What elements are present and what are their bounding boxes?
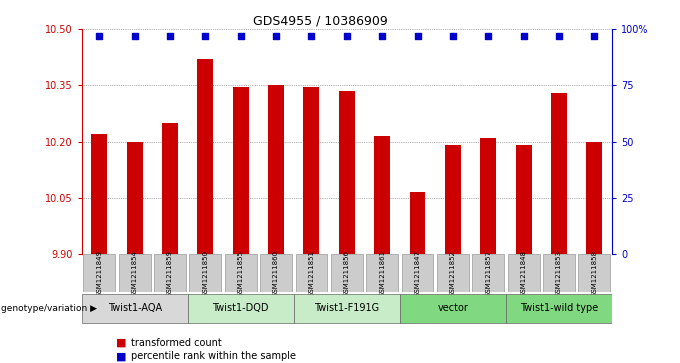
Text: GSM1211858: GSM1211858: [592, 250, 597, 297]
Bar: [197, 59, 214, 254]
Bar: [445, 145, 461, 254]
Point: [412, 33, 423, 39]
Text: GSM1211847: GSM1211847: [415, 250, 420, 297]
Bar: [586, 142, 602, 254]
Bar: [126, 142, 143, 254]
Bar: [268, 85, 284, 254]
Point: [94, 33, 105, 39]
Point: [271, 33, 282, 39]
Bar: [154, 254, 186, 292]
Text: GSM1211853: GSM1211853: [556, 250, 562, 297]
Text: Twist1-AQA: Twist1-AQA: [107, 303, 162, 313]
Text: GSM1211861: GSM1211861: [379, 250, 385, 297]
Bar: [402, 254, 433, 292]
Bar: [91, 134, 107, 254]
Text: GSM1211857: GSM1211857: [486, 250, 491, 297]
Bar: [294, 294, 400, 323]
Point: [554, 33, 564, 39]
Bar: [188, 294, 294, 323]
Bar: [162, 123, 178, 254]
Point: [377, 33, 388, 39]
Bar: [480, 138, 496, 254]
Text: GSM1211855: GSM1211855: [238, 250, 243, 297]
Bar: [225, 254, 256, 292]
Bar: [119, 254, 150, 292]
Point: [447, 33, 458, 39]
Text: transformed count: transformed count: [131, 338, 221, 348]
Text: Twist1-DQD: Twist1-DQD: [212, 303, 269, 313]
Point: [129, 33, 140, 39]
Point: [165, 33, 175, 39]
Text: GSM1211852: GSM1211852: [450, 250, 456, 297]
Text: GSM1211849: GSM1211849: [97, 250, 102, 297]
Point: [483, 33, 494, 39]
Bar: [339, 91, 355, 254]
Bar: [473, 254, 504, 292]
Bar: [260, 254, 292, 292]
Bar: [303, 87, 320, 254]
Bar: [367, 254, 398, 292]
Point: [235, 33, 246, 39]
Bar: [409, 192, 426, 254]
Point: [518, 33, 529, 39]
Bar: [233, 87, 249, 254]
Point: [341, 33, 352, 39]
Bar: [508, 254, 539, 292]
Bar: [82, 294, 188, 323]
Text: GSM1211850: GSM1211850: [203, 250, 208, 297]
Bar: [543, 254, 575, 292]
Text: GSM1211856: GSM1211856: [344, 250, 350, 297]
Text: GSM1211848: GSM1211848: [521, 250, 526, 297]
Bar: [84, 254, 115, 292]
Bar: [506, 294, 612, 323]
Text: genotype/variation ▶: genotype/variation ▶: [1, 304, 97, 313]
Text: GSM1211854: GSM1211854: [132, 250, 137, 297]
Text: GSM1211860: GSM1211860: [273, 250, 279, 297]
Text: Twist1-F191G: Twist1-F191G: [314, 303, 379, 313]
Title: GDS4955 / 10386909: GDS4955 / 10386909: [253, 15, 388, 28]
Point: [589, 33, 600, 39]
Bar: [331, 254, 362, 292]
Text: ■: ■: [116, 351, 126, 362]
Text: GSM1211851: GSM1211851: [309, 250, 314, 297]
Bar: [190, 254, 221, 292]
Bar: [374, 136, 390, 254]
Text: Twist1-wild type: Twist1-wild type: [520, 303, 598, 313]
Bar: [515, 145, 532, 254]
Bar: [551, 93, 567, 254]
Bar: [400, 294, 506, 323]
Bar: [579, 254, 610, 292]
Text: vector: vector: [437, 303, 469, 313]
Bar: [296, 254, 327, 292]
Text: GSM1211859: GSM1211859: [167, 250, 173, 297]
Bar: [437, 254, 469, 292]
Point: [200, 33, 211, 39]
Point: [306, 33, 317, 39]
Text: percentile rank within the sample: percentile rank within the sample: [131, 351, 296, 362]
Text: ■: ■: [116, 338, 126, 348]
